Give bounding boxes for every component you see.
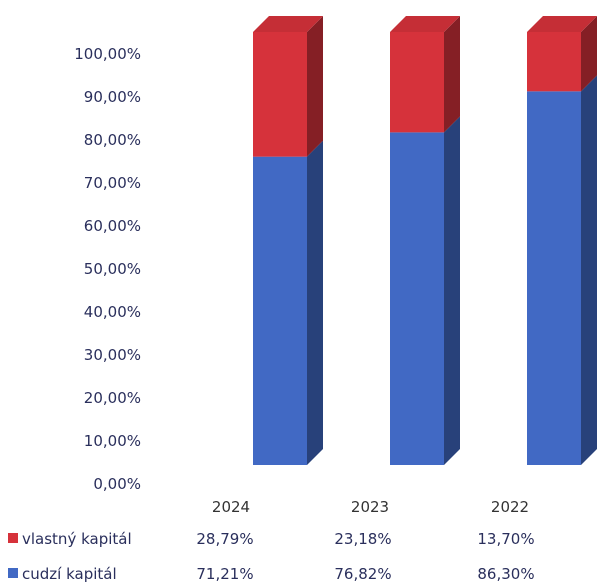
bar-side-2022 — [581, 16, 597, 92]
y-tick-label: 50,00% — [84, 260, 141, 278]
y-tick-label: 40,00% — [84, 303, 141, 321]
y-tick-label: 10,00% — [84, 432, 141, 450]
y-tick-label: 20,00% — [84, 389, 141, 407]
legend-label: vlastný kapitál — [22, 530, 132, 548]
y-tick-label: 70,00% — [84, 174, 141, 192]
legend-swatch — [8, 533, 18, 543]
y-tick-label: 100,00% — [74, 45, 141, 63]
bar-side-2024 — [307, 16, 323, 157]
data-table-value: 28,79% — [196, 530, 253, 548]
bar-segment — [527, 91, 581, 466]
legend-label: cudzí kapitál — [22, 565, 117, 582]
data-table-value: 86,30% — [477, 565, 534, 582]
data-table-value: 71,21% — [196, 565, 253, 582]
y-tick-label: 80,00% — [84, 131, 141, 149]
x-tick-label: 2024 — [212, 498, 250, 516]
bar-segment — [390, 132, 444, 466]
bar-side-2023 — [444, 116, 460, 466]
data-table-value: 76,82% — [334, 565, 391, 582]
bar-segment — [253, 32, 307, 157]
bar-top-2022 — [527, 16, 597, 32]
bar-segment — [253, 156, 307, 465]
y-tick-label: 90,00% — [84, 88, 141, 106]
bar-segment — [390, 32, 444, 133]
bar-side-2024 — [307, 140, 323, 465]
x-tick-label: 2022 — [491, 498, 529, 516]
data-table-value: 23,18% — [334, 530, 391, 548]
y-tick-label: 0,00% — [93, 475, 141, 493]
bar-side-2023 — [444, 16, 460, 133]
bar-top-2024 — [253, 16, 323, 32]
bar-top-2023 — [390, 16, 460, 32]
y-tick-label: 60,00% — [84, 217, 141, 235]
legend-swatch — [8, 568, 18, 578]
x-tick-label: 2023 — [351, 498, 389, 516]
data-table-value: 13,70% — [477, 530, 534, 548]
bar-segment — [527, 32, 581, 92]
bar-side-2022 — [581, 75, 597, 466]
y-tick-label: 30,00% — [84, 346, 141, 364]
